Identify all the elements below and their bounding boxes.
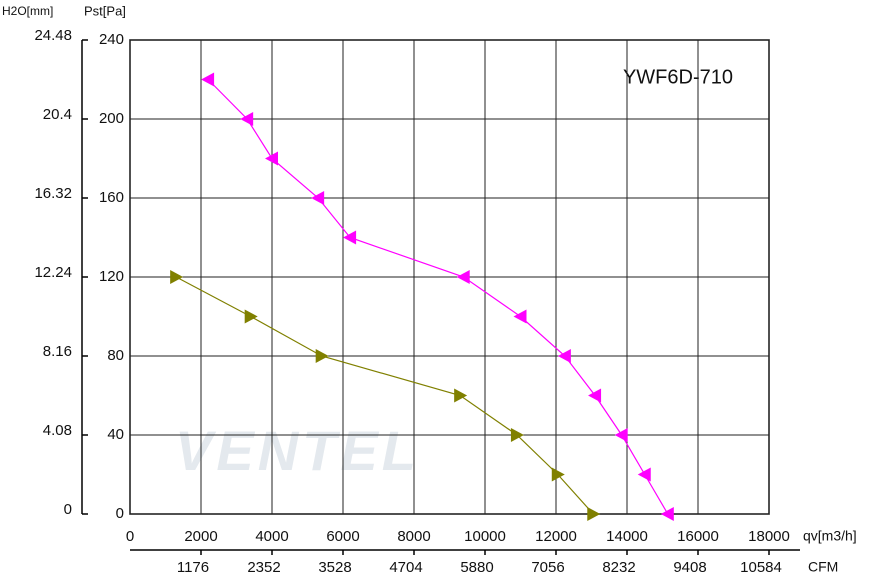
y2-tick-label: 16.32 [34, 185, 72, 202]
x-tick-label: 6000 [326, 528, 359, 545]
point-marker [510, 428, 524, 442]
y-tick-label: 40 [107, 426, 124, 443]
point-marker [240, 112, 254, 126]
y-tick-label: 0 [116, 505, 124, 522]
x2-tick-label: 4704 [389, 559, 422, 576]
point-marker [614, 428, 628, 442]
curve [207, 79, 669, 515]
point-marker [637, 467, 651, 482]
x-tick-label: 16000 [677, 528, 719, 545]
y2-tick-label: 24.48 [34, 27, 72, 44]
y-tick-label: 80 [107, 347, 124, 364]
point-marker [513, 309, 527, 324]
y2-axis-label: H2O[mm] [2, 4, 53, 18]
y2-tick-label: 20.4 [43, 106, 72, 123]
point-marker [315, 349, 329, 363]
x-tick-label: 18000 [748, 528, 790, 545]
y2-tick-label: 12.24 [34, 264, 72, 281]
point-marker [343, 230, 357, 245]
point-marker [456, 270, 470, 284]
x-tick-label: 12000 [535, 528, 577, 545]
point-marker [454, 388, 468, 403]
watermark: VENTEL [175, 419, 420, 482]
y2-tick-label: 0 [64, 501, 72, 518]
y-tick-label: 240 [99, 31, 124, 48]
point-marker [660, 507, 674, 521]
point-marker [201, 72, 215, 87]
y-tick-label: 200 [99, 110, 124, 127]
x-tick-label: 4000 [255, 528, 288, 545]
y-axis-label: Pst[Pa] [84, 3, 126, 18]
x-tick-label: 14000 [606, 528, 648, 545]
point-marker [244, 309, 258, 324]
x-tick-label: 10000 [464, 528, 506, 545]
x2-tick-label: 1176 [177, 559, 209, 576]
point-marker [265, 151, 278, 166]
x2-tick-label: 3528 [318, 559, 351, 576]
y2-tick-label: 8.16 [43, 343, 72, 360]
x2-tick-label: 9408 [673, 559, 706, 576]
point-marker [588, 388, 602, 403]
point-marker [170, 270, 184, 284]
x-axis-label: qv[m3/h] [803, 528, 857, 544]
point-marker [551, 467, 565, 482]
chart-title: YWF6D-710 [623, 66, 733, 88]
point-marker [311, 191, 325, 205]
y2-tick-label: 4.08 [43, 422, 72, 439]
x2-tick-label: 8232 [602, 559, 635, 576]
point-marker [587, 507, 601, 521]
x2-tick-label: 10584 [740, 559, 782, 576]
x2-tick-label: 2352 [247, 559, 280, 576]
point-marker [557, 349, 571, 363]
x2-axis-label: CFM [808, 559, 838, 575]
x2-tick-label: 7056 [531, 559, 564, 576]
x-tick-label: 8000 [397, 528, 430, 545]
y-tick-label: 120 [99, 268, 124, 285]
y-tick-label: 160 [99, 189, 124, 206]
x2-tick-label: 5880 [460, 559, 493, 576]
x-tick-label: 2000 [184, 528, 217, 545]
x-tick-label: 0 [126, 528, 134, 545]
